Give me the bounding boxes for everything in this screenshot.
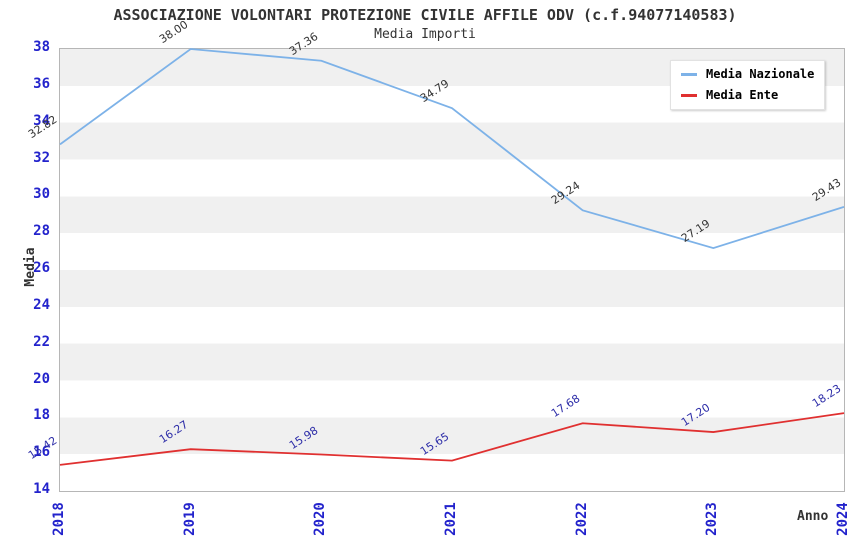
legend-label: Media Ente [706,88,779,102]
x-tick-label: 2022 [573,502,590,536]
x-tick-label: 2018 [51,502,67,536]
x-tick-label: 2024 [835,502,850,536]
y-tick-label: 30 [33,186,50,203]
y-axis-title: Media [23,247,38,287]
y-tick-label: 16 [33,444,50,461]
y-tick-label: 34 [33,112,50,129]
legend-item: Media Ente [681,89,814,102]
x-tick-label: 2019 [181,502,198,536]
legend-item: Media Nazionale [681,68,814,81]
series-lines [59,48,845,466]
legend-label: Media Nazionale [706,67,815,81]
y-tick-label: 24 [33,296,50,313]
x-tick-label: 2021 [443,502,459,536]
y-tick-label: 32 [33,149,50,166]
legend-swatch-icon [681,73,697,76]
legend-swatch-icon [681,94,697,97]
y-tick-label: 14 [33,481,50,497]
series-line [59,48,845,250]
y-tick-label: 22 [33,333,50,350]
y-tick-label: 38 [33,39,50,55]
y-tick-label: 28 [33,223,50,240]
series-line [59,412,845,466]
x-tick-label: 2023 [704,502,721,536]
plot-area [59,48,845,492]
chart-title: ASSOCIAZIONE VOLONTARI PROTEZIONE CIVILE… [113,6,737,24]
x-axis-title: Anno [797,509,829,524]
y-tick-label: 36 [33,75,50,92]
chart-subtitle: Media Importi [374,27,476,42]
y-tick-label: 20 [33,370,50,387]
legend: Media Nazionale Media Ente [670,60,826,110]
y-tick-label: 26 [33,260,50,276]
x-tick-label: 2020 [312,502,329,536]
y-tick-label: 18 [33,407,50,424]
